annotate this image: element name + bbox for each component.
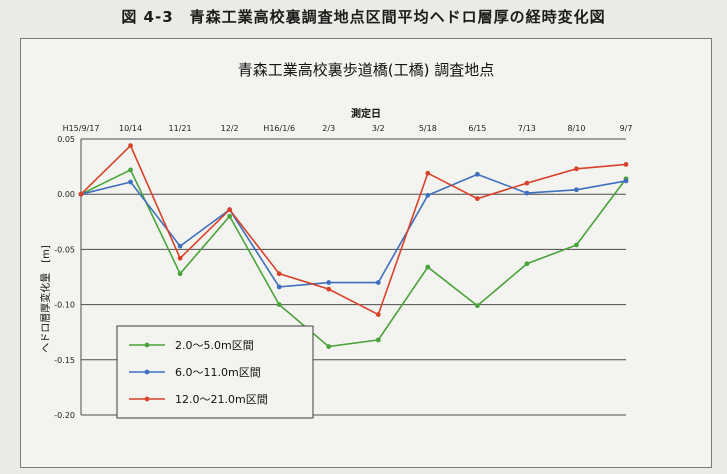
x-tick-label: 2/3 xyxy=(322,124,335,133)
x-tick-label: 9/7 xyxy=(620,124,633,133)
data-point xyxy=(78,191,84,197)
legend-label: 6.0～11.0m区間 xyxy=(175,366,261,379)
legend-label: 12.0～21.0m区間 xyxy=(175,393,268,406)
data-point xyxy=(177,243,183,249)
x-tick-label: 10/14 xyxy=(119,124,142,133)
data-point xyxy=(128,179,133,185)
data-point xyxy=(574,242,579,248)
data-point xyxy=(276,284,282,290)
series-line xyxy=(80,168,627,348)
data-point xyxy=(425,170,431,176)
data-point xyxy=(326,286,332,292)
x-tick-label: 12/2 xyxy=(221,124,239,133)
data-point xyxy=(524,180,530,186)
x-tick-label: H15/9/17 xyxy=(63,124,100,133)
data-point xyxy=(474,196,480,202)
line-chart: 青森工業高校裏歩道橋(工橋) 調査地点 測定日 ヘドロ層厚変化量 [m] 0.0… xyxy=(39,61,633,420)
legend-swatch-marker xyxy=(144,342,150,348)
data-point xyxy=(375,337,381,343)
x-tick-label: 6/15 xyxy=(468,124,486,133)
data-point xyxy=(574,187,579,193)
x-axis-label: 測定日 xyxy=(351,107,381,120)
legend-swatch-marker xyxy=(144,396,150,402)
legend-swatch-marker xyxy=(144,369,150,375)
x-tick-label: 5/18 xyxy=(419,124,437,133)
data-point xyxy=(276,302,282,307)
data-point xyxy=(474,303,480,309)
data-point xyxy=(227,207,233,213)
y-tick-label: -0.15 xyxy=(54,356,75,365)
data-point xyxy=(623,161,629,167)
y-tick-label: 0.00 xyxy=(57,190,75,199)
data-point xyxy=(128,143,133,149)
data-point xyxy=(375,280,381,285)
legend-box xyxy=(116,325,314,419)
data-point xyxy=(375,312,381,317)
y-tick-label: 0.05 xyxy=(57,135,75,144)
x-tick-label: H16/1/6 xyxy=(263,124,295,133)
series-line xyxy=(80,173,627,288)
data-point xyxy=(326,280,332,285)
data-point xyxy=(128,167,133,173)
figure-caption: 図 4-3 青森工業高校裏調査地点区間平均ヘドロ層厚の経時変化図 xyxy=(121,8,606,26)
data-point xyxy=(276,271,282,277)
y-tick-label: -0.10 xyxy=(54,301,75,310)
chart-title: 青森工業高校裏歩道橋(工橋) 調査地点 xyxy=(238,61,494,79)
legend-label: 2.0～5.0m区間 xyxy=(175,339,254,352)
data-point xyxy=(177,271,183,277)
data-point xyxy=(425,264,431,270)
x-tick-label: 7/13 xyxy=(518,124,536,133)
data-point xyxy=(524,261,530,267)
data-point xyxy=(524,190,530,196)
chart-frame: 青森工業高校裏歩道橋(工橋) 調査地点 測定日 ヘドロ層厚変化量 [m] 0.0… xyxy=(20,38,712,468)
data-point xyxy=(425,192,431,198)
data-point xyxy=(177,255,183,261)
series-line xyxy=(80,144,627,316)
x-tick-label: 11/21 xyxy=(169,124,192,133)
y-axis-label: ヘドロ層厚変化量 [m] xyxy=(39,245,52,353)
y-tick-label: -0.20 xyxy=(54,411,75,420)
data-point xyxy=(326,344,332,349)
data-point xyxy=(574,166,579,172)
x-tick-label: 3/2 xyxy=(372,124,385,133)
data-point xyxy=(623,178,629,184)
data-point xyxy=(474,171,480,177)
data-point xyxy=(227,213,233,219)
y-tick-label: -0.05 xyxy=(54,245,75,254)
x-tick-label: 8/10 xyxy=(567,124,585,133)
